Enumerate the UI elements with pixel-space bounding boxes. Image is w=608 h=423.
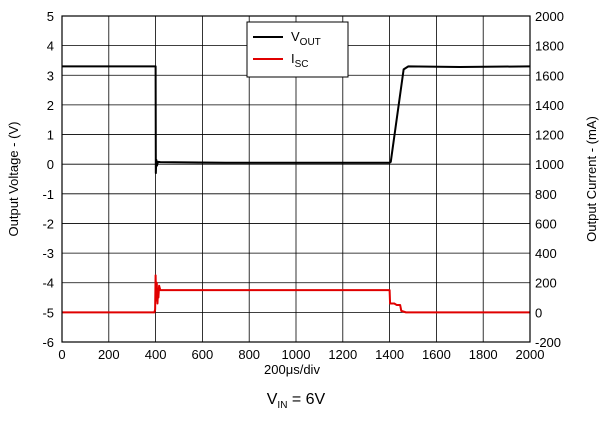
legend-entry-isc-main: I: [291, 51, 295, 66]
y-tick-label-left: -6: [42, 335, 54, 350]
caption-main: V: [267, 391, 278, 408]
y-tick-label-left: 3: [47, 68, 54, 83]
x-tick-label: 1400: [375, 347, 404, 362]
y-tick-label-right: 1000: [535, 157, 564, 172]
legend-entry-vout-sub: OUT: [300, 37, 321, 48]
y-axis-label-left: Output Voltage - (V): [6, 122, 21, 237]
chart-caption: VIN = 6V: [267, 391, 326, 411]
x-axis-label: 200μs/div: [264, 362, 320, 377]
y-tick-label-right: 600: [535, 216, 557, 231]
tick-labels: 0 200 400 600 800 1000 1200 1400 1600 1800 2000-6-…: [42, 9, 563, 362]
x-tick-label: 0: [58, 347, 65, 362]
legend-entry-vout: VOUT: [291, 29, 321, 48]
y-tick-label-left: -5: [42, 305, 54, 320]
plot-frame: [61, 15, 531, 343]
y-tick-label-right: 1800: [535, 39, 564, 54]
y-tick-label-left: -1: [42, 187, 54, 202]
y-tick-label-right: 1600: [535, 68, 564, 83]
x-tick-label: 400: [145, 347, 167, 362]
legend-box: [246, 21, 349, 78]
legend-entry-isc: ISC: [291, 51, 309, 70]
y-tick-label-left: 1: [47, 128, 54, 143]
y-tick-label-left: 0: [47, 157, 54, 172]
x-tick-label: 1800: [469, 347, 498, 362]
y-tick-label-left: 4: [47, 39, 54, 54]
y-tick-label-right: 1200: [535, 128, 564, 143]
y-tick-label-left: -3: [42, 246, 54, 261]
caption-subscript: IN: [277, 400, 287, 411]
legend-entry-vout-main: V: [291, 29, 300, 44]
y-tick-label-right: 800: [535, 187, 557, 202]
x-tick-label: 800: [238, 347, 260, 362]
y-axis-label-right: Output Current - (mA): [584, 116, 599, 242]
y-tick-label-right: 200: [535, 276, 557, 291]
x-tick-label: 600: [192, 347, 214, 362]
y-tick-label-right: 0: [535, 305, 542, 320]
legend: VOUT ISC: [246, 21, 349, 78]
x-tick-label: 1200: [328, 347, 357, 362]
y-tick-label-left: 2: [47, 98, 54, 113]
caption-rest: = 6V: [287, 391, 325, 408]
y-tick-label-right: 2000: [535, 9, 564, 24]
series-line-vout: [62, 65, 531, 175]
x-tick-label: 2000: [516, 347, 545, 362]
x-tick-label: 200: [98, 347, 120, 362]
y-tick-label-left: -4: [42, 276, 54, 291]
series-layer: [62, 65, 531, 314]
x-tick-label: 1000: [282, 347, 311, 362]
y-tick-label-right: 400: [535, 246, 557, 261]
y-tick-label-right: -200: [535, 335, 561, 350]
y-tick-label-right: 1400: [535, 98, 564, 113]
x-tick-label: 1600: [422, 347, 451, 362]
series-line-isc: [62, 274, 530, 314]
y-tick-label-left: -2: [42, 216, 54, 231]
y-tick-label-left: 5: [47, 9, 54, 24]
legend-entry-isc-sub: SC: [295, 59, 309, 70]
